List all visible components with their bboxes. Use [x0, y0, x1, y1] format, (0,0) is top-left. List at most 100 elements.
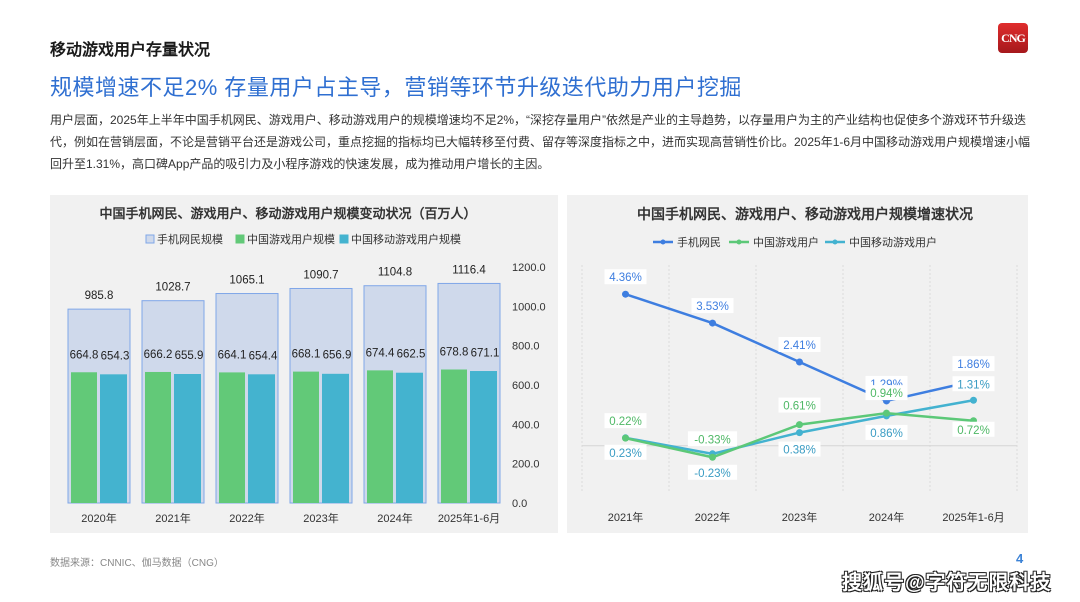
- y-tick-label: 600.0: [512, 380, 540, 392]
- cng-logo: CNG: [998, 23, 1028, 53]
- watermark: 搜狐号@字符无限科技: [842, 572, 1052, 594]
- bar-chart: 中国手机网民、游戏用户、移动游戏用户规模变动状况（百万人） 手机网民规模 中国游戏…: [67, 206, 546, 525]
- legend-marker-2: [736, 239, 742, 245]
- section-title: 移动游戏用户存量状况: [50, 42, 211, 59]
- data-label-bg: [865, 385, 908, 401]
- data-label-bg: [691, 298, 734, 314]
- data-label-bg: [778, 397, 821, 413]
- data-label: 0.94%: [870, 388, 903, 400]
- data-label: 2.41%: [783, 340, 816, 352]
- bar-label-game-users: 666.2: [144, 349, 173, 361]
- bar-mobile-game-users: [100, 374, 127, 503]
- page-number: 4: [1016, 551, 1024, 566]
- x-tick-label: 2023年: [303, 511, 338, 525]
- legend-label-3: 中国移动游戏用户: [849, 235, 937, 249]
- data-point: [796, 421, 803, 429]
- bar-chart-legend: 手机网民规模 中国游戏用户规模 中国移动游戏用户规模: [145, 232, 461, 246]
- legend-swatch-1: [145, 234, 155, 244]
- bar-label-mobile-game-users: 656.9: [323, 350, 352, 362]
- data-point: [796, 358, 803, 366]
- bar-label-mobile-game-users: 662.5: [397, 348, 426, 360]
- headline: 规模增速不足2% 存量用户占主导，营销等环节升级迭代助力用户挖掘: [50, 75, 742, 100]
- x-tick-label: 2025年1-6月: [438, 511, 500, 525]
- x-tick-label: 2021年: [155, 511, 190, 525]
- bar-game-users: [219, 372, 245, 503]
- bar-mobile-game-users: [322, 373, 349, 503]
- bar-label-netizen: 1065.1: [229, 275, 264, 287]
- data-label: 0.23%: [609, 448, 642, 460]
- bar-label-netizen: 985.8: [85, 290, 114, 302]
- bar-label-game-users: 678.8: [440, 347, 469, 359]
- bar-label-netizen: 1116.4: [452, 264, 486, 276]
- legend-label-1: 手机网民: [677, 235, 721, 249]
- line-chart-grid: [581, 265, 1018, 491]
- legend-marker-3: [832, 239, 838, 245]
- legend-label-1: 手机网民规模: [157, 232, 223, 246]
- data-label: 0.22%: [609, 416, 642, 428]
- line-chart-legend: 手机网民 中国游戏用户 中国移动游戏用户: [653, 235, 937, 249]
- bar-game-users: [367, 370, 393, 503]
- data-point: [970, 396, 977, 404]
- bar-mobile-game-users: [396, 372, 423, 503]
- data-point: [709, 453, 716, 461]
- bar-label-game-users: 664.1: [218, 349, 247, 361]
- legend-label-2: 中国游戏用户规模: [247, 232, 335, 246]
- y-tick-label: 0.0: [512, 498, 527, 510]
- data-label-bg: [778, 441, 821, 457]
- bar-label-netizen: 1090.7: [303, 269, 338, 281]
- bar-mobile-game-users: [248, 374, 275, 503]
- line-chart-panel: 中国手机网民、游戏用户、移动游戏用户规模增速状况 手机网民 中国游戏用户 中国移动游…: [567, 195, 1028, 533]
- data-label-bg: [865, 424, 908, 440]
- data-label: 1.86%: [957, 359, 990, 371]
- data-label: 0.38%: [783, 445, 816, 457]
- bar-game-users: [145, 371, 171, 503]
- data-label: 0.72%: [957, 425, 990, 437]
- data-label: 0.86%: [870, 428, 903, 440]
- bar-label-game-users: 674.4: [366, 347, 395, 359]
- bar-label-netizen: 1104.8: [378, 267, 412, 279]
- legend-marker-1: [660, 239, 666, 245]
- bar-label-mobile-game-users: 654.3: [101, 350, 130, 362]
- data-label: -0.33%: [694, 434, 730, 446]
- x-tick-label: 2023年: [782, 510, 817, 524]
- data-label-bg: [687, 431, 738, 447]
- data-label: 1.31%: [957, 379, 990, 391]
- data-point: [622, 290, 629, 298]
- data-label-bg: [604, 269, 647, 285]
- y-tick-label: 200.0: [512, 459, 540, 471]
- data-label-bg: [952, 376, 995, 392]
- line-chart: 中国手机网民、游戏用户、移动游戏用户规模增速状况 手机网民 中国游戏用户 中国移动游…: [581, 206, 1018, 524]
- bar-label-netizen: 1028.7: [155, 282, 190, 294]
- body-paragraph: 用户层面，2025年上半年中国手机网民、游戏用户、移动游戏用户的规模增速均不足2…: [50, 113, 1031, 171]
- data-label-bg: [778, 337, 821, 353]
- bar-chart-title: 中国手机网民、游戏用户、移动游戏用户规模变动状况（百万人）: [99, 206, 476, 221]
- bar-label-mobile-game-users: 654.4: [249, 350, 278, 362]
- y-tick-label: 400.0: [512, 419, 540, 431]
- bar-mobile-game-users: [470, 371, 497, 503]
- bar-chart-panel: 中国手机网民、游戏用户、移动游戏用户规模变动状况（百万人） 手机网民规模 中国游戏…: [50, 195, 558, 533]
- x-tick-label: 2021年: [608, 510, 643, 524]
- data-point: [709, 319, 716, 327]
- bar-game-users: [71, 372, 97, 503]
- x-tick-label: 2022年: [229, 511, 264, 525]
- legend-label-3: 中国移动游戏用户规模: [351, 232, 461, 246]
- data-label: -0.23%: [694, 468, 730, 480]
- data-source: 数据来源：CNNIC、伽马数据（CNG）: [50, 558, 224, 569]
- y-tick-label: 800.0: [512, 341, 540, 353]
- x-tick-label: 2024年: [869, 510, 904, 524]
- bar-label-game-users: 668.1: [292, 349, 321, 361]
- data-point: [883, 409, 890, 417]
- y-tick-label: 1200.0: [512, 262, 546, 274]
- data-point: [796, 429, 803, 437]
- x-tick-label: 2022年: [695, 510, 730, 524]
- legend-label-2: 中国游戏用户: [753, 235, 819, 249]
- data-label-bg: [604, 444, 647, 460]
- data-label: 0.61%: [783, 401, 816, 413]
- bar-label-game-users: 664.8: [70, 349, 99, 361]
- data-label-bg: [952, 356, 995, 372]
- bar-game-users: [441, 369, 467, 503]
- line-chart-title: 中国手机网民、游戏用户、移动游戏用户规模增速状况: [637, 206, 973, 222]
- legend-swatch-3: [339, 234, 349, 244]
- legend-swatch-2: [235, 234, 245, 244]
- bar-mobile-game-users: [174, 374, 201, 503]
